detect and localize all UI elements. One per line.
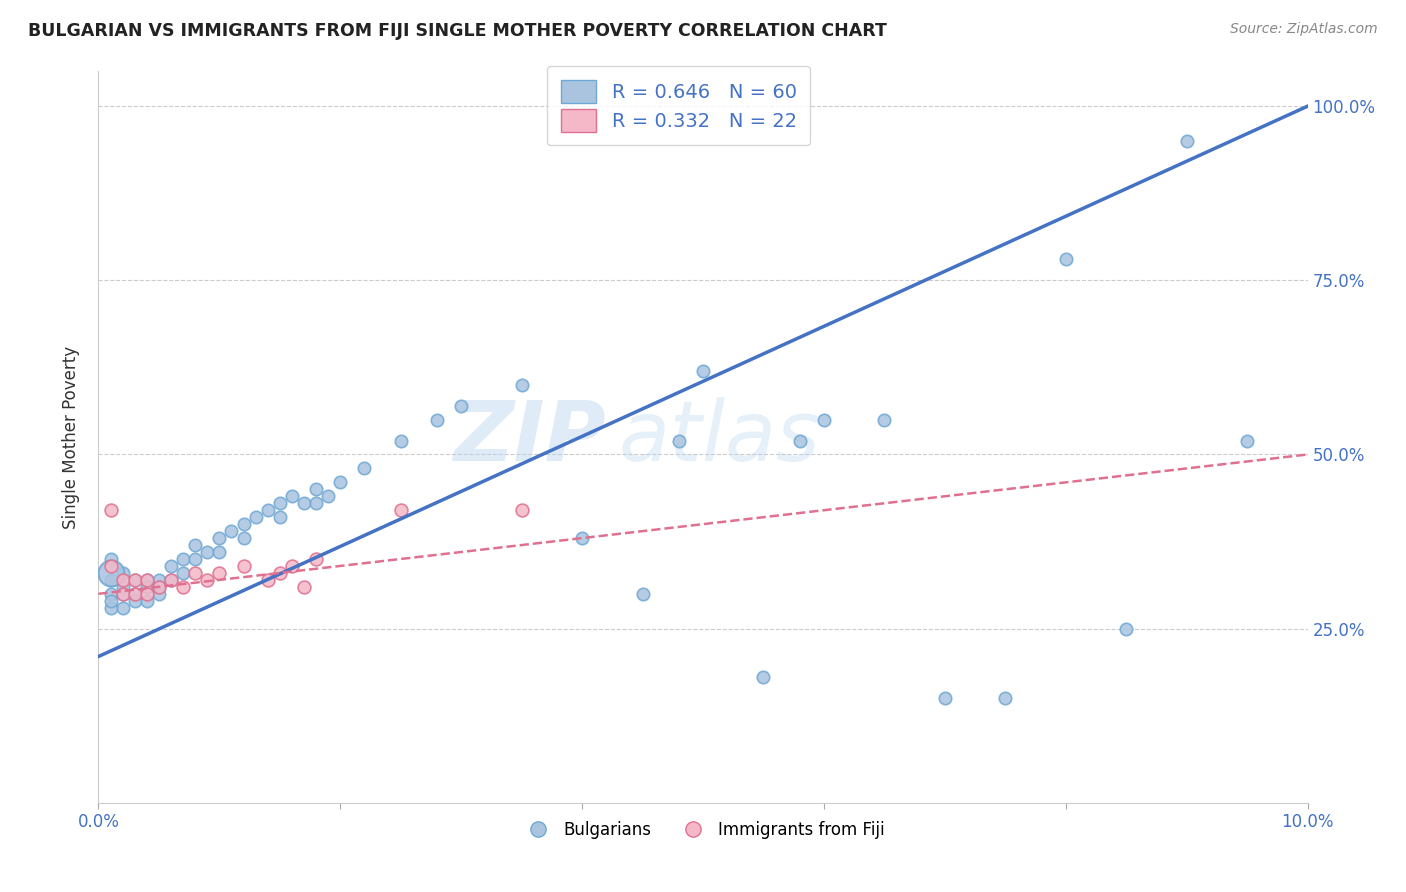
Point [148, 580, 170, 594]
Point [269, 566, 291, 580]
Point [184, 538, 207, 552]
Point [100, 503, 122, 517]
Point [631, 587, 654, 601]
Point [305, 496, 328, 510]
Point [305, 552, 328, 566]
Point [292, 496, 315, 510]
Text: ZIP: ZIP [454, 397, 606, 477]
Point [1115, 622, 1137, 636]
Point [160, 558, 183, 573]
Point [353, 461, 375, 475]
Point [752, 670, 775, 684]
Point [100, 566, 122, 580]
Point [668, 434, 690, 448]
Point [571, 531, 593, 545]
Point [450, 399, 472, 413]
Point [124, 573, 146, 587]
Point [1236, 434, 1258, 448]
Point [208, 545, 231, 559]
Point [100, 594, 122, 608]
Point [100, 558, 122, 573]
Point [172, 566, 194, 580]
Text: BULGARIAN VS IMMIGRANTS FROM FIJI SINGLE MOTHER POVERTY CORRELATION CHART: BULGARIAN VS IMMIGRANTS FROM FIJI SINGLE… [28, 22, 887, 40]
Legend: Bulgarians, Immigrants from Fiji: Bulgarians, Immigrants from Fiji [515, 814, 891, 846]
Point [389, 503, 412, 517]
Point [124, 587, 146, 601]
Point [111, 600, 134, 615]
Point [111, 587, 134, 601]
Point [124, 587, 146, 601]
Point [100, 587, 122, 601]
Point [232, 558, 254, 573]
Point [100, 552, 122, 566]
Point [1175, 134, 1198, 148]
Point [281, 489, 304, 503]
Point [208, 566, 231, 580]
Point [316, 489, 339, 503]
Point [256, 503, 278, 517]
Point [124, 573, 146, 587]
Point [873, 412, 896, 426]
Point [426, 412, 449, 426]
Point [269, 510, 291, 524]
Point [111, 566, 134, 580]
Point [232, 517, 254, 532]
Point [135, 580, 157, 594]
Point [245, 510, 267, 524]
Point [510, 377, 533, 392]
Point [510, 503, 533, 517]
Point [148, 587, 170, 601]
Point [111, 573, 134, 587]
Point [329, 475, 352, 490]
Point [789, 434, 811, 448]
Point [135, 573, 157, 587]
Point [184, 552, 207, 566]
Y-axis label: Single Mother Poverty: Single Mother Poverty [62, 345, 80, 529]
Point [172, 552, 194, 566]
Point [195, 573, 218, 587]
Point [124, 594, 146, 608]
Point [232, 531, 254, 545]
Point [813, 412, 835, 426]
Point [389, 434, 412, 448]
Point [269, 496, 291, 510]
Point [111, 587, 134, 601]
Point [256, 573, 278, 587]
Point [100, 600, 122, 615]
Text: atlas: atlas [619, 397, 820, 477]
Point [195, 545, 218, 559]
Point [135, 587, 157, 601]
Point [100, 573, 122, 587]
Text: Source: ZipAtlas.com: Source: ZipAtlas.com [1230, 22, 1378, 37]
Point [135, 594, 157, 608]
Point [292, 580, 315, 594]
Point [221, 524, 243, 538]
Point [305, 483, 328, 497]
Point [172, 580, 194, 594]
Point [692, 364, 714, 378]
Point [148, 580, 170, 594]
Point [994, 691, 1017, 706]
Point [208, 531, 231, 545]
Point [184, 566, 207, 580]
Point [1054, 252, 1077, 267]
Point [111, 580, 134, 594]
Point [148, 573, 170, 587]
Point [160, 573, 183, 587]
Point [934, 691, 956, 706]
Point [160, 573, 183, 587]
Point [281, 558, 304, 573]
Point [135, 573, 157, 587]
